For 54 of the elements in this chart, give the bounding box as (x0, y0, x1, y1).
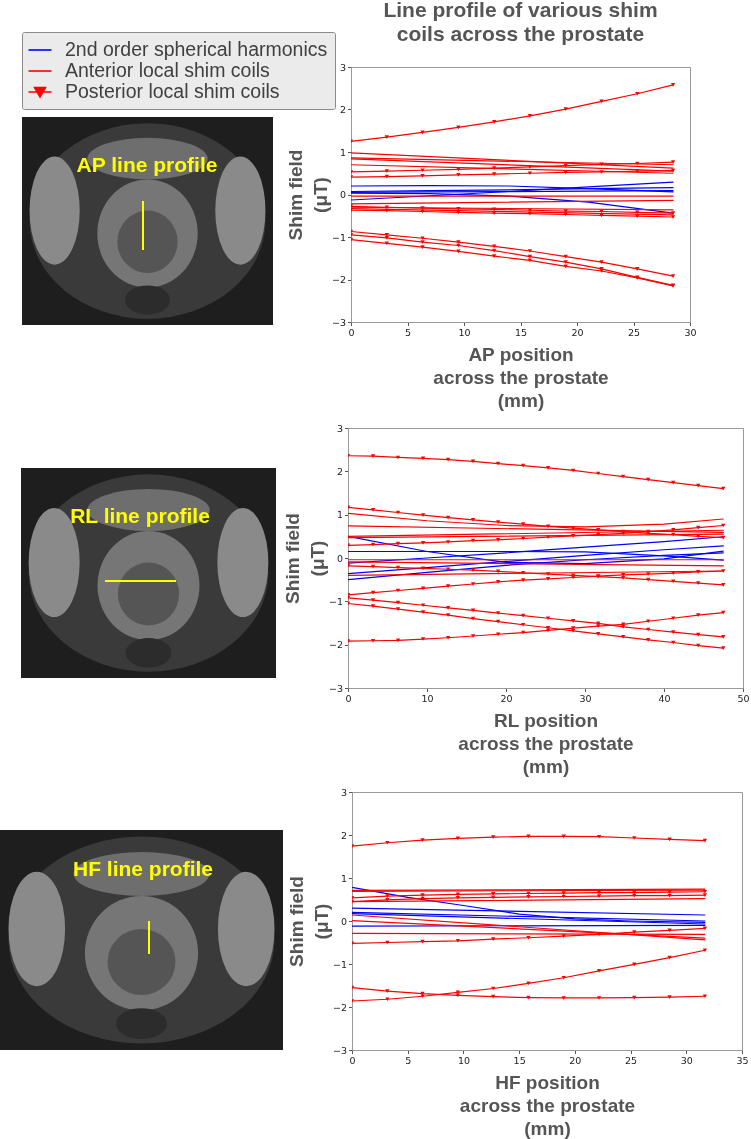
y-axis-title: Shim field (μT) (282, 513, 328, 604)
x-tick-label: 30 (579, 693, 592, 704)
legend-label: 2nd order spherical harmonics (65, 38, 328, 60)
x-tick-label: 5 (405, 1055, 412, 1066)
x-tick-label: 25 (625, 1055, 638, 1066)
text: RL line profile (70, 504, 210, 528)
y-tick-label: 2 (339, 104, 346, 115)
y-tick-label: −2 (328, 639, 343, 651)
y-tick-label: 3 (339, 61, 346, 73)
y-tick-label: −3 (331, 316, 346, 328)
y-axis-title: Shim field (μT) (285, 149, 331, 241)
x-tick-label: 30 (684, 327, 697, 338)
y-tick-label: −2 (332, 1001, 347, 1013)
legend-label: Posterior local shim coils (65, 80, 280, 102)
x-axis-title: RL position across the prostate (mm) (458, 709, 634, 777)
chart-title: Line profile of various shim coils across the prostate (383, 0, 658, 45)
x-tick-label: 35 (736, 1055, 749, 1066)
y-tick-label: 2 (336, 465, 343, 477)
text: HF line profile (72, 857, 214, 881)
x-tick-label: 10 (458, 327, 471, 338)
y-axis-title: Shim field (μT) (286, 876, 332, 967)
y-tick-label: −3 (332, 1044, 347, 1056)
y-tick-label: −1 (328, 595, 343, 607)
y-tick-label: 0 (339, 189, 346, 200)
x-axis-title: HF position across the prostate (mm) (459, 1071, 636, 1139)
x-tick-label: 20 (500, 693, 513, 704)
y-tick-label: 1 (336, 509, 343, 521)
y-tick-label: −1 (331, 231, 346, 243)
x-tick-label: 20 (571, 327, 584, 338)
y-tick-label: −3 (328, 682, 343, 694)
x-tick-label: 20 (569, 1055, 582, 1066)
x-tick-label: 15 (514, 327, 528, 338)
y-tick-label: 1 (339, 146, 346, 158)
y-tick-label: 2 (340, 829, 347, 841)
y-tick-label: 3 (336, 422, 343, 434)
y-tick-label: 3 (340, 786, 347, 798)
x-tick-label: 5 (404, 327, 412, 338)
x-tick-label: 10 (457, 1055, 470, 1066)
x-tick-label: 30 (680, 1055, 693, 1066)
text: AP line profile (76, 153, 218, 177)
legend-label: Anterior local shim coils (65, 59, 271, 81)
x-tick-label: 25 (627, 327, 641, 338)
x-tick-label: 40 (658, 693, 671, 704)
y-tick-label: 0 (336, 552, 343, 564)
y-tick-label: 0 (340, 915, 347, 927)
x-tick-label: 0 (348, 327, 355, 338)
y-tick-label: −1 (332, 958, 347, 970)
x-tick-label: 15 (513, 1055, 526, 1066)
x-axis-title: AP position across the prostate (mm) (433, 343, 609, 411)
y-tick-label: 1 (340, 872, 347, 884)
x-tick-label: 0 (349, 1055, 356, 1066)
x-tick-label: 50 (737, 693, 750, 704)
y-tick-label: −2 (331, 274, 346, 285)
x-tick-label: 10 (421, 693, 434, 704)
